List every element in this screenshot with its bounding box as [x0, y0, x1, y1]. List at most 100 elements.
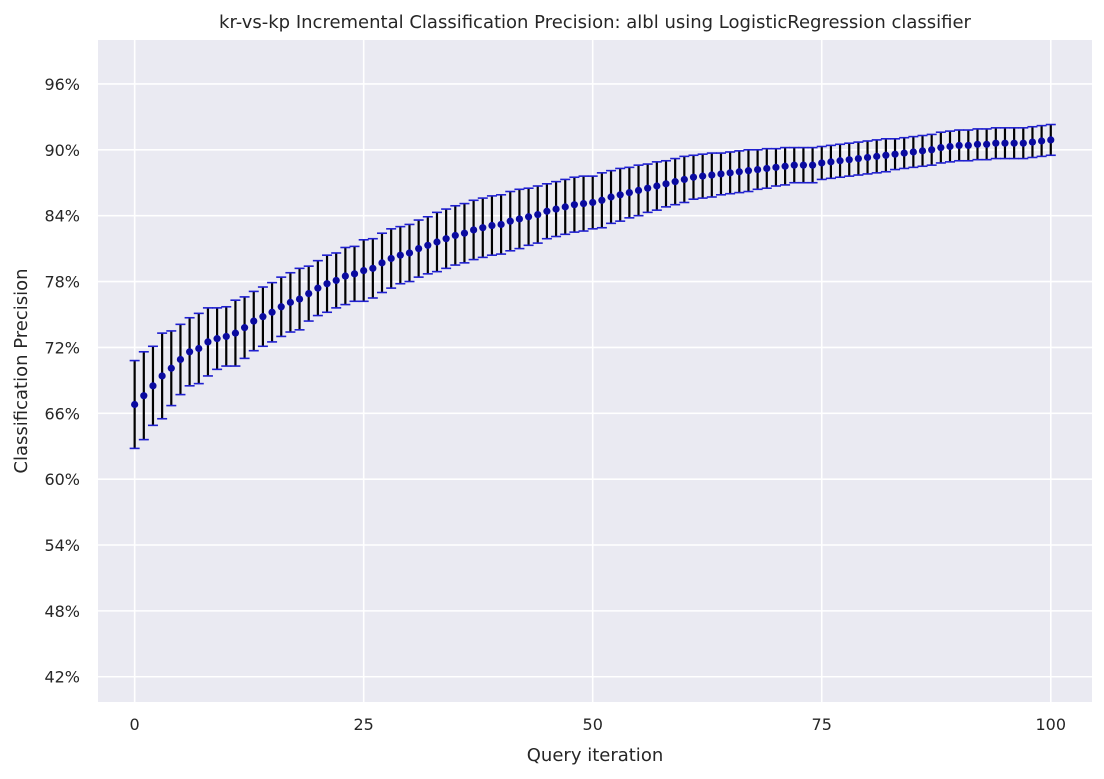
data-point	[1047, 136, 1055, 144]
data-points	[131, 136, 1055, 409]
y-tick-label: 90%	[44, 141, 80, 160]
y-tick-label: 96%	[44, 75, 80, 94]
data-point	[424, 241, 432, 249]
data-point	[268, 308, 276, 316]
data-point	[964, 141, 972, 149]
data-point	[1010, 139, 1018, 147]
data-point	[854, 154, 862, 163]
data-point	[735, 168, 743, 176]
x-axis-label: Query iteration	[527, 745, 663, 766]
data-point	[918, 147, 927, 155]
y-tick-label: 60%	[44, 470, 80, 489]
data-point	[506, 217, 514, 225]
data-point	[973, 140, 982, 148]
data-point	[286, 298, 294, 306]
data-point	[250, 317, 258, 325]
chart-title: kr-vs-kp Incremental Classification Prec…	[219, 12, 972, 33]
data-point	[515, 215, 524, 223]
data-point	[543, 207, 551, 215]
y-tick-labels: 42% 48% 54% 60% 66% 72% 78% 84% 90% 96%	[44, 75, 80, 687]
data-point	[405, 249, 414, 257]
data-point	[131, 400, 139, 409]
grid-lines	[98, 40, 1092, 702]
data-point	[955, 141, 963, 149]
data-point	[350, 270, 359, 278]
data-point	[763, 164, 771, 173]
data-point	[579, 199, 588, 208]
data-point	[699, 172, 707, 180]
data-point	[149, 382, 157, 390]
data-point	[140, 392, 148, 400]
data-point	[497, 220, 505, 229]
data-point	[983, 140, 991, 148]
data-point	[1001, 139, 1009, 147]
data-point	[213, 335, 221, 343]
data-point	[277, 303, 285, 311]
x-tick-label: 75	[812, 715, 832, 734]
data-point	[378, 259, 386, 267]
data-point	[772, 163, 780, 171]
data-point	[369, 264, 377, 272]
data-point	[332, 276, 340, 285]
data-point	[680, 175, 688, 184]
y-tick-label: 66%	[44, 404, 80, 423]
data-point	[808, 161, 817, 169]
data-point	[891, 150, 899, 158]
data-point	[863, 153, 872, 162]
data-point	[396, 251, 404, 259]
data-point	[561, 203, 569, 211]
data-point	[433, 238, 441, 246]
data-point	[1028, 138, 1037, 146]
data-point	[644, 184, 652, 192]
data-point	[754, 165, 762, 174]
data-point	[717, 170, 725, 178]
data-point	[937, 143, 945, 152]
data-point	[625, 189, 633, 197]
data-point	[534, 210, 542, 219]
x-tick-labels: 0 25 50 75 100	[130, 715, 1066, 734]
data-point	[827, 158, 835, 166]
data-point	[781, 162, 789, 170]
x-tick-label: 100	[1036, 715, 1067, 734]
data-point	[882, 151, 890, 159]
data-point	[634, 186, 643, 195]
data-point	[708, 171, 716, 179]
data-point	[259, 313, 267, 321]
data-point	[204, 338, 212, 346]
data-point	[1038, 137, 1046, 145]
y-tick-label: 54%	[44, 536, 80, 555]
data-point	[744, 167, 753, 175]
data-point	[460, 229, 469, 237]
y-axis-label: Classification Precision	[11, 268, 32, 473]
data-point	[488, 221, 496, 230]
data-point	[662, 180, 670, 188]
data-point	[900, 149, 908, 157]
data-point	[314, 284, 322, 292]
data-point	[607, 193, 615, 201]
data-point	[799, 161, 808, 169]
data-point	[836, 157, 844, 165]
data-point	[451, 231, 459, 240]
data-point	[231, 329, 240, 337]
data-point	[341, 272, 349, 280]
data-point	[240, 324, 249, 332]
data-point	[360, 266, 368, 275]
data-point	[946, 142, 954, 151]
data-point	[442, 235, 450, 243]
data-point	[387, 254, 395, 263]
data-point	[689, 173, 698, 181]
data-point	[305, 290, 313, 298]
data-point	[524, 213, 533, 221]
data-point	[1019, 139, 1027, 147]
data-point	[845, 156, 853, 164]
data-point	[873, 152, 881, 160]
data-point	[186, 348, 194, 356]
data-point	[598, 196, 606, 204]
plot-background	[98, 40, 1092, 702]
y-tick-label: 78%	[44, 273, 80, 292]
data-point	[415, 244, 423, 253]
data-point	[909, 148, 917, 156]
data-point	[671, 178, 679, 186]
data-point	[479, 224, 487, 232]
